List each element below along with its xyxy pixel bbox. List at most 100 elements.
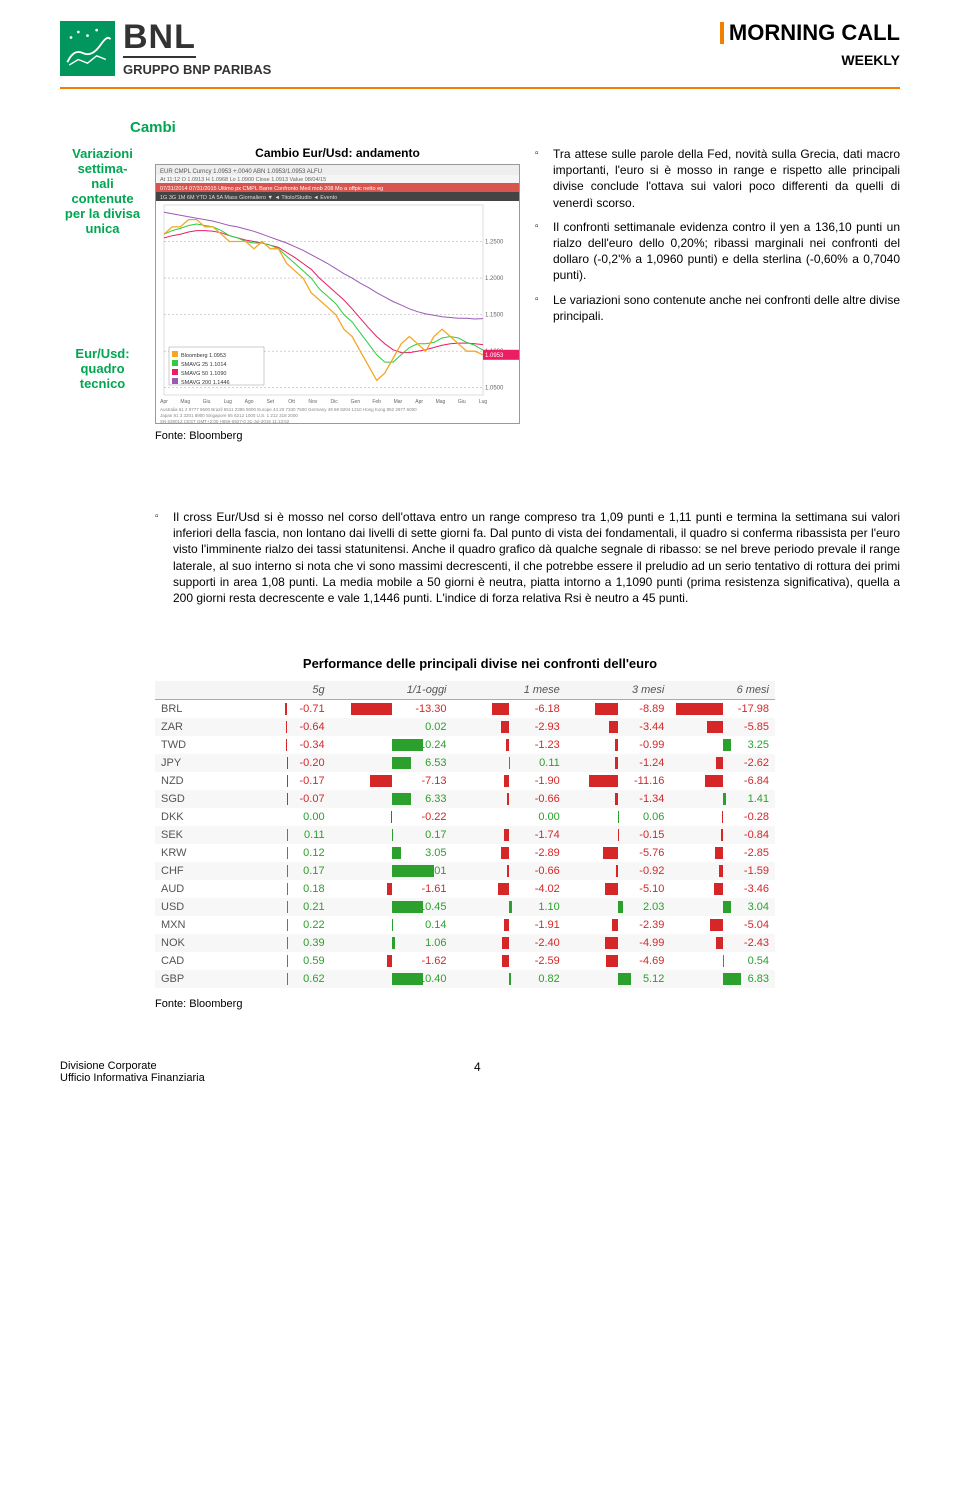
perf-cell: 0.11: [243, 826, 330, 844]
currency-code: ZAR: [155, 718, 243, 736]
eurusd-chart: EUR CMPL Curncy 1.0953 +.0040 ABN 1.0953…: [155, 164, 520, 424]
perf-cell: -1.62: [331, 952, 453, 970]
perf-cell: 0.00: [243, 808, 330, 826]
bullet-icon: ▫: [155, 511, 165, 606]
svg-text:Mag: Mag: [180, 399, 190, 405]
doc-subtitle: WEEKLY: [720, 52, 900, 68]
table-row: ZAR-0.640.02-2.93-3.44-5.85: [155, 718, 775, 736]
perf-table: 5g1/1-oggi1 mese3 mesi6 mesi BRL-0.71-13…: [155, 681, 775, 988]
morning-call-row: MORNING CALL: [720, 20, 900, 46]
bullet-icon: ▫: [535, 221, 545, 284]
perf-cell: -0.22: [331, 808, 453, 826]
main-content-row: Variazioni settima- nali contenute per l…: [60, 146, 900, 501]
perf-table-wrap: 5g1/1-oggi1 mese3 mesi6 mesi BRL-0.71-13…: [155, 681, 775, 1010]
svg-text:07/31/2014 07/31/2015 Ultimo: 07/31/2014 07/31/2015 Ultimo px CMPL Bar…: [160, 186, 383, 192]
perf-cell: -17.98: [670, 700, 775, 718]
svg-text:Ott: Ott: [288, 399, 295, 405]
table-row: DKK0.00-0.220.000.06-0.28: [155, 808, 775, 826]
perf-cell: 5.12: [566, 970, 671, 988]
perf-cell: 14.01: [331, 862, 453, 880]
perf-source: Fonte: Bloomberg: [155, 998, 775, 1010]
svg-text:1.1500: 1.1500: [485, 313, 504, 319]
perf-cell: -0.66: [453, 790, 566, 808]
perf-cell: 3.05: [331, 844, 453, 862]
table-row: USD0.2110.451.102.033.04: [155, 898, 775, 916]
perf-cell: 0.14: [331, 916, 453, 934]
perf-cell: -1.59: [670, 862, 775, 880]
perf-cell: 6.53: [331, 754, 453, 772]
perf-cell: -2.62: [670, 754, 775, 772]
svg-text:Lug: Lug: [479, 399, 488, 405]
perf-col-header: 1 mese: [453, 681, 566, 700]
footer-office: Ufficio Informativa Finanziaria: [60, 1072, 205, 1084]
sidebar-label-2: Eur/Usd: quadro tecnico: [60, 346, 145, 391]
bullet-2-text: Il confronti settimanale evidenza contro…: [553, 219, 900, 284]
perf-cell: -1.91: [453, 916, 566, 934]
currency-code: NZD: [155, 772, 243, 790]
table-row: CHF0.1714.01-0.66-0.92-1.59: [155, 862, 775, 880]
perf-cell: 0.06: [566, 808, 671, 826]
table-row: AUD0.18-1.61-4.02-5.10-3.46: [155, 880, 775, 898]
svg-text:Nov: Nov: [308, 399, 317, 405]
perf-col-header: 1/1-oggi: [331, 681, 453, 700]
perf-cell: -0.64: [243, 718, 330, 736]
perf-cell: -11.16: [566, 772, 671, 790]
perf-cell: -13.30: [331, 700, 453, 718]
bullet-icon: ▫: [535, 294, 545, 324]
perf-cell: 10.45: [331, 898, 453, 916]
svg-text:Feb: Feb: [372, 399, 381, 405]
perf-cell: -2.93: [453, 718, 566, 736]
perf-table-title: Performance delle principali divise nei …: [60, 656, 900, 671]
svg-text:Giu: Giu: [458, 399, 466, 405]
perf-cell: 0.17: [243, 862, 330, 880]
bullet-3-text: Le variazioni sono contenute anche nei c…: [553, 292, 900, 324]
perf-cell: -6.84: [670, 772, 775, 790]
perf-cell: -2.40: [453, 934, 566, 952]
page-footer: Divisione Corporate Ufficio Informativa …: [60, 1060, 900, 1084]
perf-cell: -5.10: [566, 880, 671, 898]
chart-column: Cambio Eur/Usd: andamento EUR CMPL Curnc…: [155, 146, 520, 501]
svg-text:At 11:12 O 1.0913 H 1.0968: At 11:12 O 1.0913 H 1.0968 Lo 1.0900 Clo…: [160, 177, 326, 183]
perf-cell: -0.17: [243, 772, 330, 790]
svg-text:1.0953: 1.0953: [485, 353, 504, 359]
table-row: SGD-0.076.33-0.66-1.341.41: [155, 790, 775, 808]
perf-cell: 0.59: [243, 952, 330, 970]
perf-cell: 0.18: [243, 880, 330, 898]
perf-cell: -3.46: [670, 880, 775, 898]
perf-cell: 3.04: [670, 898, 775, 916]
perf-col-header: 3 mesi: [566, 681, 671, 700]
bullet-4-row: ▫ Il cross Eur/Usd si è mosso nel corso …: [155, 509, 900, 606]
perf-col-header: [155, 681, 243, 700]
bullet-3: ▫ Le variazioni sono contenute anche nei…: [535, 292, 900, 324]
perf-cell: 1.41: [670, 790, 775, 808]
section-title: Cambi: [130, 119, 900, 136]
perf-cell: 6.83: [670, 970, 775, 988]
header-divider: [60, 87, 900, 89]
currency-code: NOK: [155, 934, 243, 952]
perf-cell: 0.54: [670, 952, 775, 970]
perf-cell: -5.04: [670, 916, 775, 934]
page-header: BNL GRUPPO BNP PARIBAS MORNING CALL WEEK…: [60, 20, 900, 77]
svg-text:SMAVG 50 1.1090: SMAVG 50 1.1090: [181, 371, 226, 377]
perf-cell: -0.66: [453, 862, 566, 880]
perf-cell: 6.33: [331, 790, 453, 808]
perf-cell: -0.07: [243, 790, 330, 808]
currency-code: BRL: [155, 700, 243, 718]
perf-cell: -2.59: [453, 952, 566, 970]
doc-title: MORNING CALL: [729, 20, 900, 45]
perf-cell: 1.06: [331, 934, 453, 952]
table-row: TWD-0.3410.24-1.23-0.993.25: [155, 736, 775, 754]
perf-cell: 10.40: [331, 970, 453, 988]
perf-col-header: 5g: [243, 681, 330, 700]
accent-bar-icon: [720, 22, 724, 44]
bnl-logo-icon: [60, 21, 115, 76]
svg-text:Japan 81 3 3201 8900 Sing: Japan 81 3 3201 8900 Singapore 65 6212 1…: [160, 413, 298, 418]
perf-cell: 1.10: [453, 898, 566, 916]
svg-text:Set: Set: [267, 399, 275, 405]
svg-text:Giu: Giu: [203, 399, 211, 405]
perf-cell: -6.18: [453, 700, 566, 718]
svg-text:1.2500: 1.2500: [485, 240, 504, 246]
table-row: SEK0.110.17-1.74-0.15-0.84: [155, 826, 775, 844]
table-row: CAD0.59-1.62-2.59-4.690.54: [155, 952, 775, 970]
perf-cell: -0.84: [670, 826, 775, 844]
